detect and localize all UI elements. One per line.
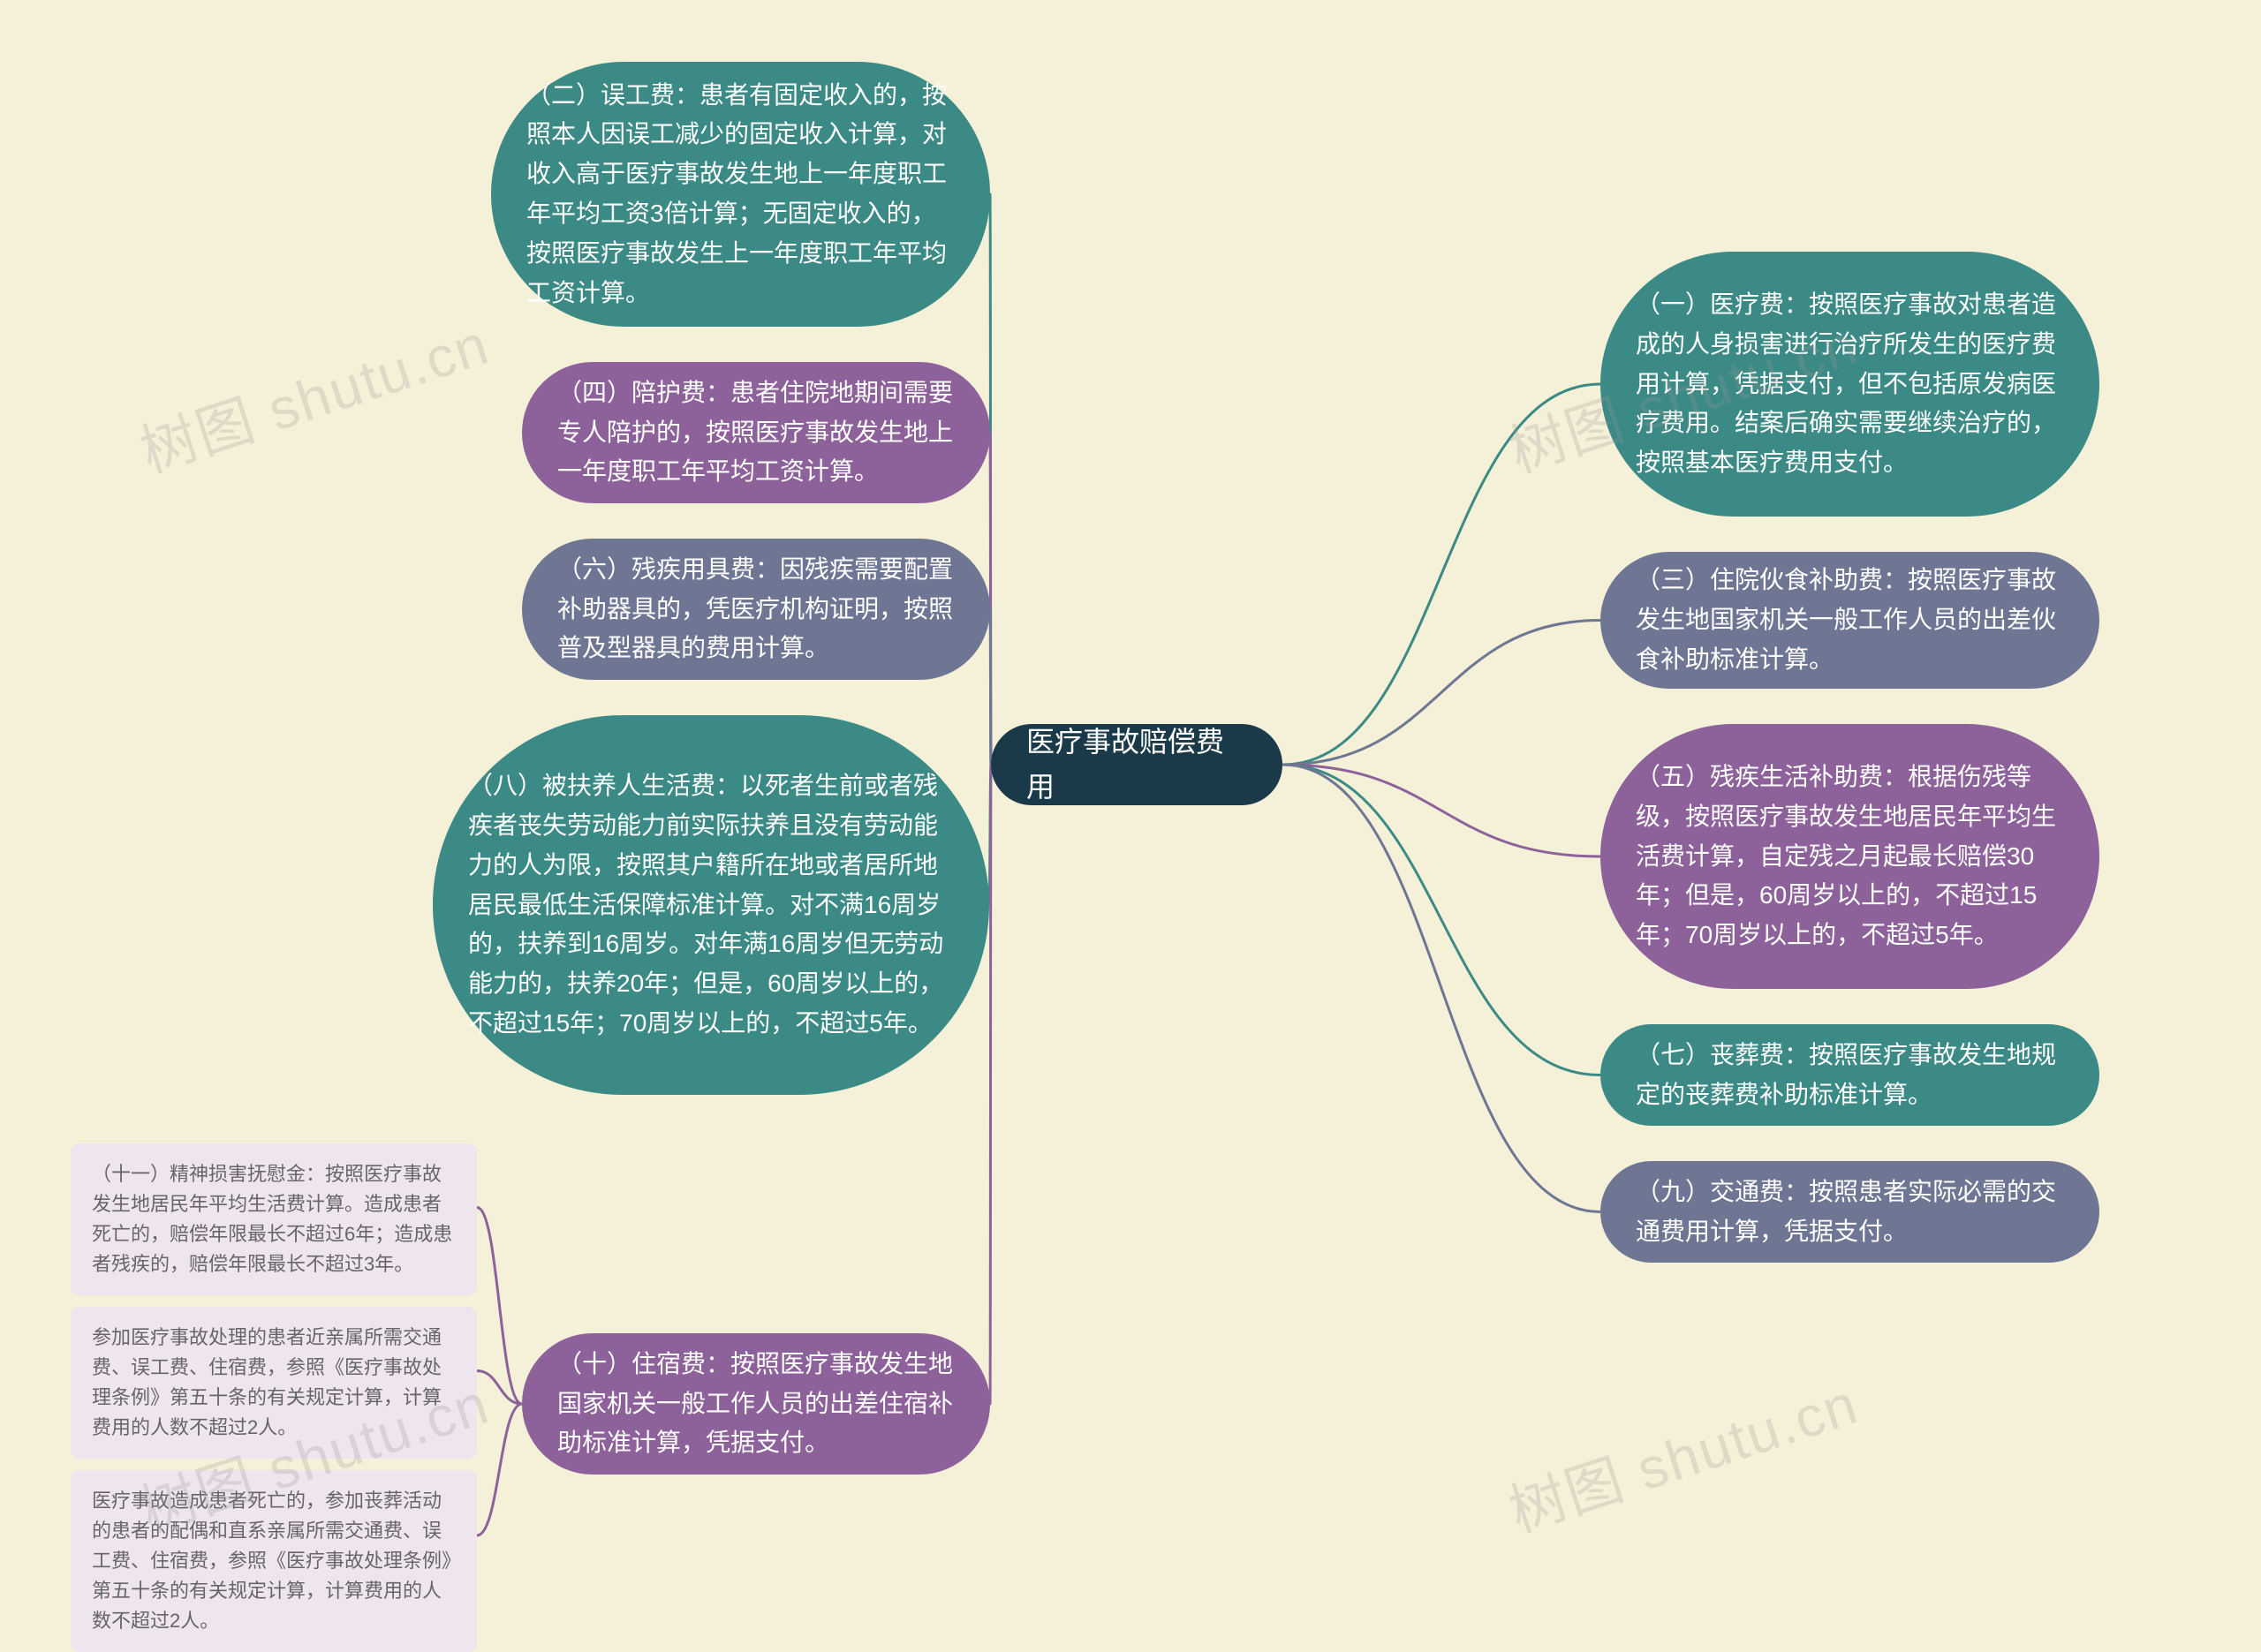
child-12-text: 参加医疗事故处理的患者近亲属所需交通费、误工费、住宿费，参照《医疗事故处理条例》… [92, 1326, 442, 1438]
node-7: （七）丧葬费：按照医疗事故发生地规定的丧葬费补助标准计算。 [1600, 1024, 2099, 1126]
node-6: （六）残疾用具费：因残疾需要配置补助器具的，凭医疗机构证明，按照普及型器具的费用… [522, 539, 990, 680]
node-3: （三）住院伙食补助费：按照医疗事故发生地国家机关一般工作人员的出差伙食补助标准计… [1600, 552, 2099, 689]
node-3-text: （三）住院伙食补助费：按照医疗事故发生地国家机关一般工作人员的出差伙食补助标准计… [1636, 561, 2064, 679]
node-1: （一）医疗费：按照医疗事故对患者造成的人身损害进行治疗所发生的医疗费用计算，凭据… [1600, 252, 2099, 517]
node-2-text: （二）误工费：患者有固定收入的，按照本人因误工减少的固定收入计算，对收入高于医疗… [526, 76, 955, 313]
watermark-1: 树图 shutu.cn [129, 299, 498, 488]
node-9: （九）交通费：按照患者实际必需的交通费用计算，凭据支付。 [1600, 1161, 2099, 1263]
node-6-text: （六）残疾用具费：因残疾需要配置补助器具的，凭医疗机构证明，按照普及型器具的费用… [557, 550, 955, 668]
node-2: （二）误工费：患者有固定收入的，按照本人因误工减少的固定收入计算，对收入高于医疗… [491, 62, 990, 327]
node-8-text: （八）被扶养人生活费：以死者生前或者残疾者丧失劳动能力前实际扶养且没有劳动能力的… [468, 766, 954, 1044]
node-5: （五）残疾生活补助费：根据伤残等级，按照医疗事故发生地居民年平均生活费计算，自定… [1600, 724, 2099, 989]
child-11: （十一）精神损害抚慰金：按照医疗事故发生地居民年平均生活费计算。造成患者死亡的，… [71, 1143, 477, 1295]
watermark-4: 树图 shutu.cn [1498, 1359, 1867, 1548]
node-1-text: （一）医疗费：按照医疗事故对患者造成的人身损害进行治疗所发生的医疗费用计算，凭据… [1636, 285, 2064, 483]
node-7-text: （七）丧葬费：按照医疗事故发生地规定的丧葬费补助标准计算。 [1636, 1036, 2064, 1115]
child-13-text: 医疗事故造成患者死亡的，参加丧葬活动的患者的配偶和直系亲属所需交通费、误工费、住… [92, 1490, 451, 1632]
node-10-text: （十）住宿费：按照医疗事故发生地国家机关一般工作人员的出差住宿补助标准计算，凭据… [557, 1345, 955, 1463]
node-9-text: （九）交通费：按照患者实际必需的交通费用计算，凭据支付。 [1636, 1173, 2064, 1252]
child-11-text: （十一）精神损害抚慰金：按照医疗事故发生地居民年平均生活费计算。造成患者死亡的，… [92, 1163, 452, 1275]
node-4: （四）陪护费：患者住院地期间需要专人陪护的，按照医疗事故发生地上一年度职工年平均… [522, 362, 990, 503]
node-5-text: （五）残疾生活补助费：根据伤残等级，按照医疗事故发生地居民年平均生活费计算，自定… [1636, 758, 2064, 955]
child-12: 参加医疗事故处理的患者近亲属所需交通费、误工费、住宿费，参照《医疗事故处理条例》… [71, 1307, 477, 1459]
node-10: （十）住宿费：按照医疗事故发生地国家机关一般工作人员的出差住宿补助标准计算，凭据… [522, 1333, 990, 1475]
center-node: 医疗事故赔偿费用 [991, 724, 1282, 805]
node-4-text: （四）陪护费：患者住院地期间需要专人陪护的，按照医疗事故发生地上一年度职工年平均… [557, 373, 955, 492]
child-13: 医疗事故造成患者死亡的，参加丧葬活动的患者的配偶和直系亲属所需交通费、误工费、住… [71, 1470, 477, 1652]
node-8: （八）被扶养人生活费：以死者生前或者残疾者丧失劳动能力前实际扶养且没有劳动能力的… [433, 715, 989, 1095]
